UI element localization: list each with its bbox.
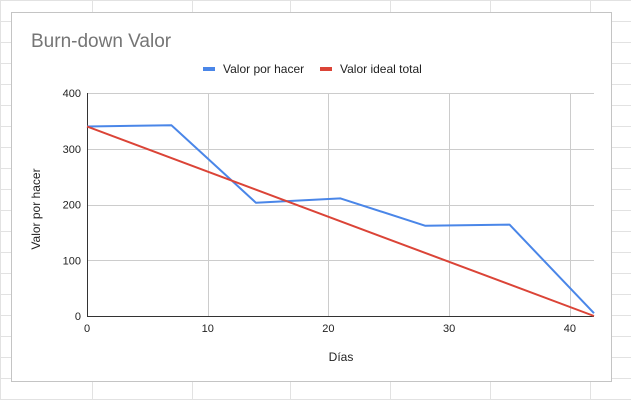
chart-container[interactable]: Burn-down Valor Valor por hacer Valor id… bbox=[11, 12, 612, 382]
gridlines bbox=[87, 93, 594, 316]
y-axis-ticks: 0 100 200 300 400 bbox=[63, 88, 81, 323]
x-tick-label: 20 bbox=[322, 323, 334, 335]
legend-label-valor-por-hacer: Valor por hacer bbox=[223, 62, 304, 76]
x-axis-title: Días bbox=[329, 350, 354, 364]
y-tick-label: 0 bbox=[75, 311, 81, 323]
line-chart: Burn-down Valor Valor por hacer Valor id… bbox=[29, 31, 595, 364]
legend-swatch-valor-ideal-total bbox=[320, 67, 332, 71]
legend-swatch-valor-por-hacer bbox=[203, 67, 215, 71]
y-tick-label: 100 bbox=[63, 255, 81, 267]
series-line-valor-ideal-total[interactable] bbox=[86, 125, 595, 317]
legend-label-valor-ideal-total: Valor ideal total bbox=[340, 62, 422, 76]
series-lines bbox=[86, 124, 595, 317]
legend-item-valor-ideal-total[interactable]: Valor ideal total bbox=[320, 62, 422, 76]
x-axis-ticks: 0 10 20 30 40 bbox=[84, 323, 576, 335]
axes bbox=[87, 93, 594, 317]
chart-title: Burn-down Valor bbox=[31, 31, 172, 52]
y-axis-title: Valor por hacer bbox=[29, 168, 43, 249]
y-tick-label: 300 bbox=[63, 144, 81, 156]
x-tick-label: 0 bbox=[84, 323, 90, 335]
series-line-valor-por-hacer[interactable] bbox=[86, 124, 595, 314]
y-tick-label: 200 bbox=[63, 200, 81, 212]
x-tick-label: 10 bbox=[202, 323, 214, 335]
x-tick-label: 30 bbox=[443, 323, 455, 335]
legend: Valor por hacer Valor ideal total bbox=[203, 62, 422, 76]
y-tick-label: 400 bbox=[63, 88, 81, 100]
x-tick-label: 40 bbox=[564, 323, 576, 335]
legend-item-valor-por-hacer[interactable]: Valor por hacer bbox=[203, 62, 304, 76]
